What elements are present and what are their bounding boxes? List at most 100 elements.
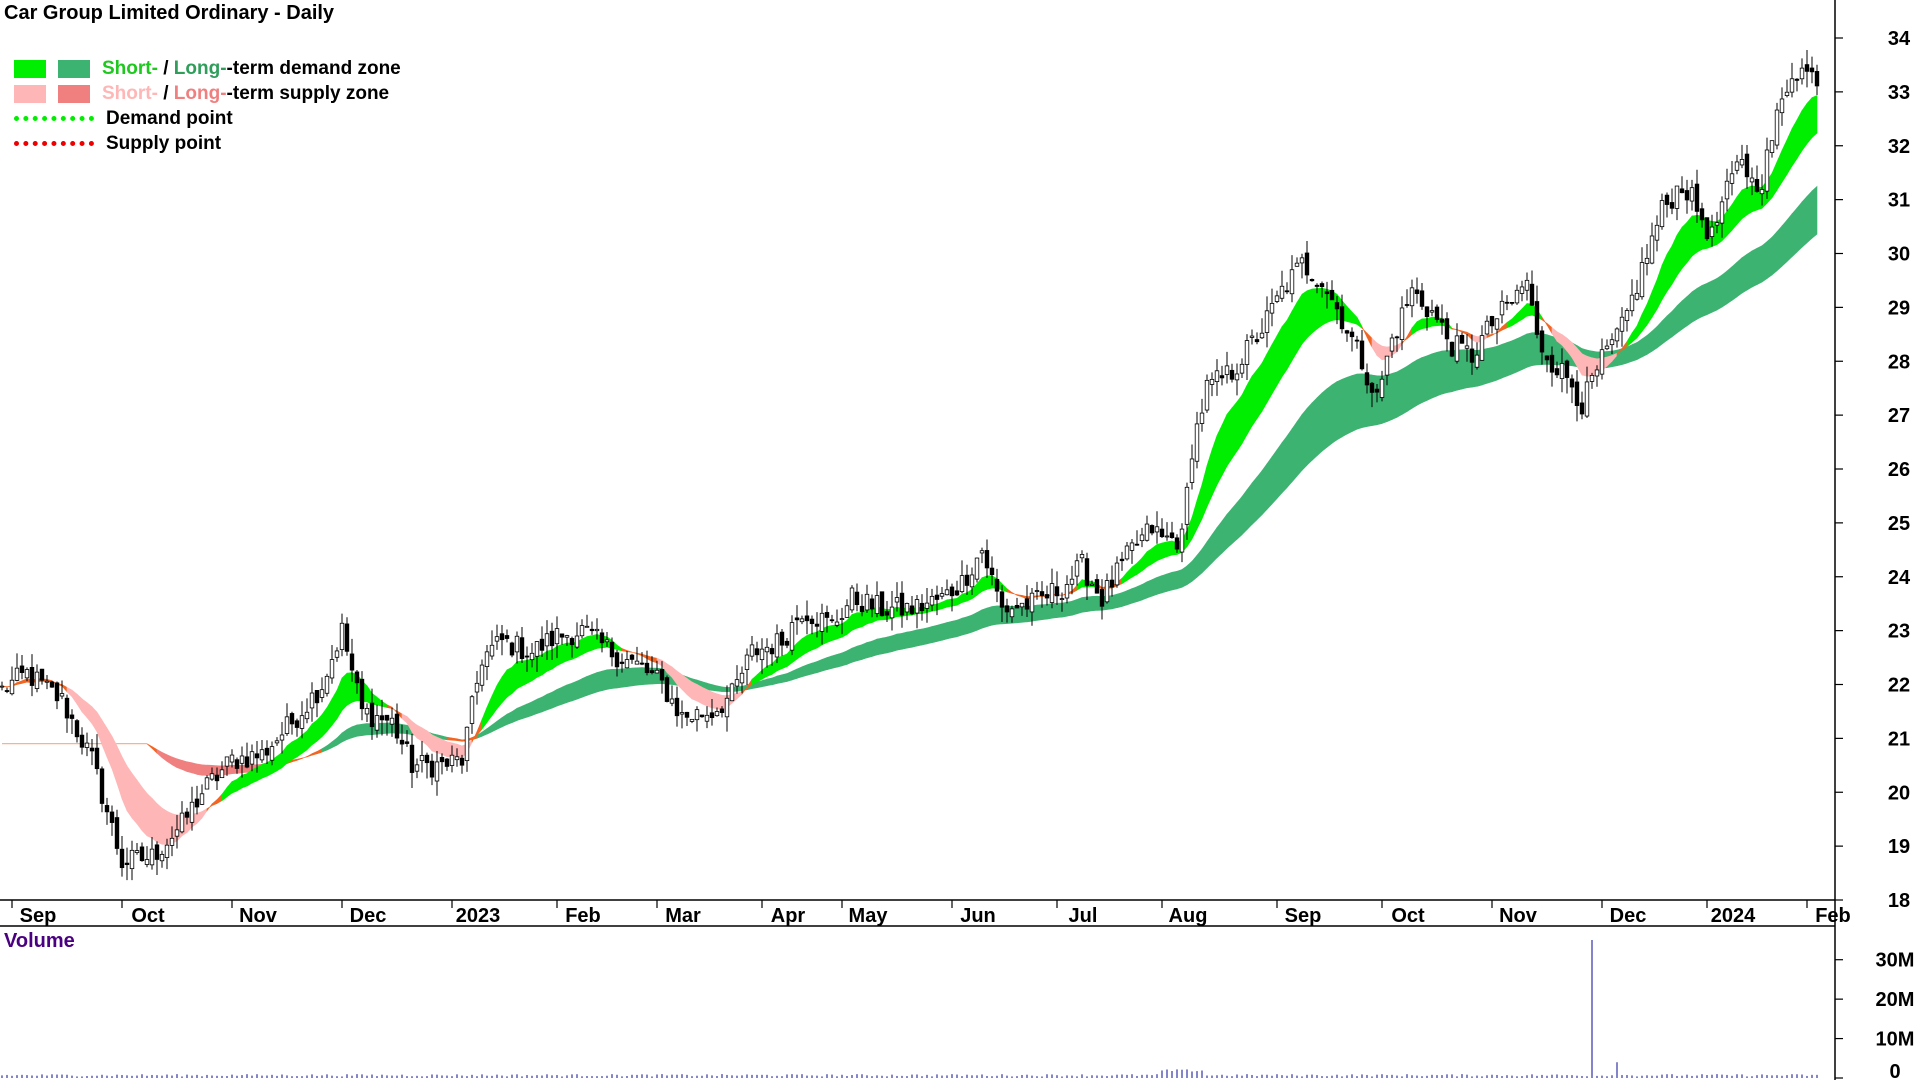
short-zone-segment-88 xyxy=(441,738,448,758)
candle-body xyxy=(114,817,120,849)
long-zone-segment-163 xyxy=(816,658,823,674)
long-zone-segment-259 xyxy=(1296,413,1303,477)
long-zone-segment-115 xyxy=(576,678,583,700)
long-zone-segment-270 xyxy=(1351,373,1358,433)
candle-body xyxy=(1514,289,1520,304)
candle-body xyxy=(914,599,920,614)
time-tick-label: Oct xyxy=(1391,905,1425,927)
short-zone-segment-339 xyxy=(1696,214,1703,253)
short-zone-segment-332 xyxy=(1661,254,1668,301)
short-zone-segment-294 xyxy=(1471,334,1478,344)
short-zone-segment-24 xyxy=(121,756,128,811)
short-zone-segment-14 xyxy=(71,689,78,705)
candle-body xyxy=(569,638,575,646)
candle-body xyxy=(714,711,720,717)
short-zone-segment-67 xyxy=(336,677,343,720)
long-zone-segment-29 xyxy=(146,743,153,749)
short-zone-segment-247 xyxy=(1236,394,1243,453)
demand-zone-text: -term demand zone xyxy=(226,57,401,79)
candle-body xyxy=(1089,583,1095,586)
candle-body xyxy=(299,715,305,729)
candle-body xyxy=(739,672,745,684)
short-zone-segment-48 xyxy=(241,773,248,789)
candle-body xyxy=(1019,602,1025,608)
candle-body xyxy=(494,636,500,642)
candle-body xyxy=(1779,98,1785,114)
candle-body xyxy=(954,590,960,596)
long-zone-segment-240 xyxy=(1201,540,1208,574)
long-zone-segment-345 xyxy=(1726,266,1733,305)
long-zone-segment-96 xyxy=(481,728,488,737)
candle-body xyxy=(1429,310,1435,313)
candle-body xyxy=(549,630,555,647)
price-tick-label: 33 xyxy=(1888,82,1910,104)
long-zone-segment-271 xyxy=(1356,373,1363,430)
candle-body xyxy=(824,612,830,618)
short-zone-segment-334 xyxy=(1671,234,1678,286)
long-zone-segment-254 xyxy=(1271,448,1278,505)
short-zone-segment-40 xyxy=(201,808,208,819)
long-zone-segment-264 xyxy=(1321,388,1328,452)
long-zone-segment-164 xyxy=(821,657,828,672)
short-zone-segment-87 xyxy=(436,736,443,755)
candle-body xyxy=(1279,285,1285,299)
candle-body xyxy=(1774,109,1780,146)
candle-body xyxy=(444,758,450,767)
candle-body xyxy=(829,619,835,622)
candle-body xyxy=(464,726,470,762)
short-zone-segment-292 xyxy=(1461,330,1468,336)
candle-body xyxy=(964,574,970,586)
candle-body xyxy=(339,622,345,650)
candle-body xyxy=(1084,558,1090,586)
short-zone-segment-141 xyxy=(706,689,713,709)
candle-body xyxy=(1049,583,1055,603)
supply-point-text: Supply point xyxy=(106,132,222,154)
candle-body xyxy=(969,574,975,588)
candle-body xyxy=(289,713,295,725)
candle-body xyxy=(589,628,595,632)
candle-body xyxy=(1069,578,1075,585)
short-zone-segment-290 xyxy=(1451,327,1458,330)
candle-body xyxy=(734,679,740,687)
short-zone-segment-253 xyxy=(1266,344,1273,404)
candle-body xyxy=(1249,335,1255,338)
candle-body xyxy=(1254,339,1260,343)
volume-tick-label: 20M xyxy=(1876,989,1915,1011)
long-zone-segment-193 xyxy=(966,614,973,635)
long-zone-segment-185 xyxy=(926,626,933,645)
long-zone-segment-203 xyxy=(1016,605,1023,624)
candle-body xyxy=(1654,224,1660,241)
candle-body xyxy=(1744,153,1750,178)
short-zone-segment-86 xyxy=(431,734,438,754)
candle-body xyxy=(1384,355,1390,376)
price-tick-label: 32 xyxy=(1888,136,1910,158)
short-zone-segment-31 xyxy=(156,802,163,845)
long-zone-segment-274 xyxy=(1371,374,1378,426)
candle-body xyxy=(1614,328,1620,342)
candle-body xyxy=(1139,534,1145,542)
candle-body xyxy=(1184,486,1190,525)
candle-body xyxy=(1159,528,1165,538)
candle-body xyxy=(1244,340,1250,365)
short-zone-segment-359 xyxy=(1796,110,1803,160)
short-zone-segment-143 xyxy=(716,693,723,710)
short-zone-segment-258 xyxy=(1291,301,1298,362)
short-zone-segment-82 xyxy=(411,720,418,739)
long-zone-segment-251 xyxy=(1256,469,1263,521)
short-zone-segment-251 xyxy=(1256,362,1263,420)
long-zone-segment-297 xyxy=(1486,347,1493,384)
candle-body xyxy=(639,662,645,665)
short-zone-segment-244 xyxy=(1221,414,1228,476)
short-zone-segment-130 xyxy=(651,656,658,664)
long-zone-segment-90 xyxy=(451,737,458,741)
short-zone-segment-331 xyxy=(1656,265,1663,310)
price-tick-label: 27 xyxy=(1888,405,1910,427)
candle-body xyxy=(1284,290,1290,293)
candle-body xyxy=(1024,598,1030,610)
candle-body xyxy=(1544,355,1550,361)
candle-body xyxy=(1314,284,1320,287)
long-zone-segment-67 xyxy=(336,732,343,746)
candle-body xyxy=(579,625,585,637)
short-zone-segment-65 xyxy=(326,697,333,733)
short-zone-segment-328 xyxy=(1641,304,1648,333)
